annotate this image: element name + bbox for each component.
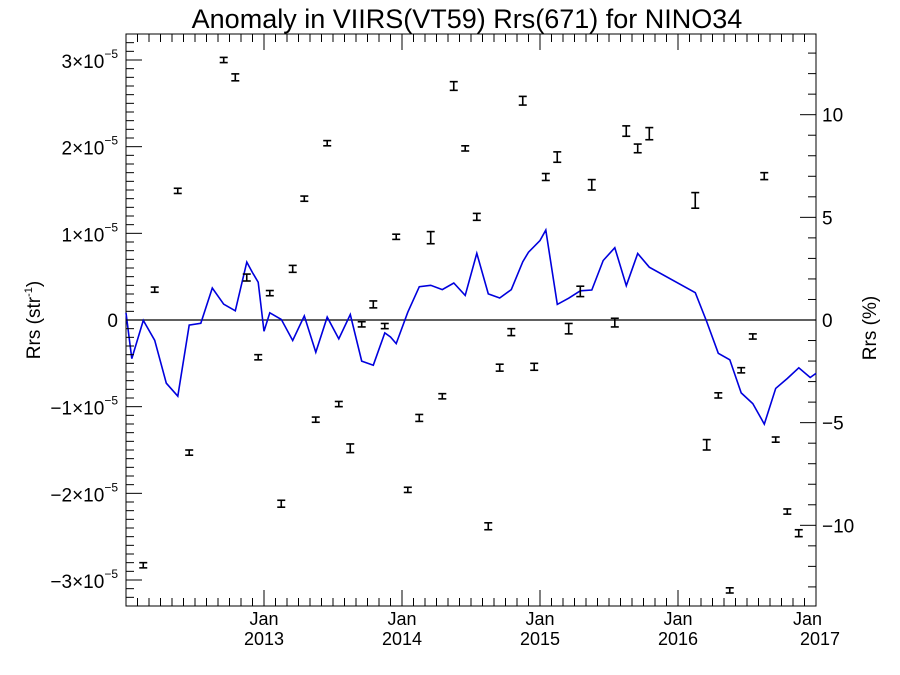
data-point: [691, 191, 700, 209]
data-point: [518, 95, 527, 106]
data-point: [553, 151, 562, 164]
y-left-tick-mantissa: 2×10: [62, 139, 105, 160]
x-tick-label-month: Jan: [387, 609, 416, 629]
data-point: [150, 286, 159, 294]
y-left-tick-exponent: −5: [104, 220, 118, 234]
data-point: [254, 353, 263, 361]
data-point: [771, 436, 780, 444]
x-tick-label-month: Jan: [793, 609, 822, 629]
data-point: [461, 145, 470, 152]
x-tick-label-year: 2013: [244, 629, 284, 649]
data-point: [645, 126, 654, 141]
data-point: [392, 233, 401, 241]
data-point: [288, 264, 297, 274]
y-axis-left-label-superscript: -1: [23, 287, 35, 297]
chart-title: Anomaly in VIIRS(VT59) Rrs(671) for NINO…: [192, 4, 743, 34]
y-left-tick-label: −2×10−5: [50, 480, 118, 506]
y-left-tick-mantissa: −1×10: [50, 399, 104, 420]
data-point: [438, 392, 447, 400]
y-axis-left-label-text: Rrs (str: [24, 296, 45, 359]
y-right-tick-label: 5: [822, 208, 833, 229]
x-tick-label-year: 2014: [382, 629, 422, 649]
data-point: [564, 322, 573, 335]
y-left-tick-exponent: −5: [104, 480, 118, 494]
data-point: [587, 178, 596, 191]
y-left-tick-label: −3×10−5: [50, 567, 118, 593]
data-point: [265, 289, 274, 297]
y-axis-right: 10 5 0 −5 −10: [800, 52, 854, 588]
data-point: [760, 171, 769, 181]
data-point: [300, 195, 309, 203]
y-left-tick-exponent: −5: [104, 47, 118, 61]
y-left-tick-label: 2×10−5: [62, 134, 119, 160]
blue-line-layer: [125, 227, 817, 427]
data-point: [576, 285, 585, 298]
data-point: [403, 486, 412, 494]
data-point: [369, 300, 378, 309]
y-axis-left-label-close: ): [24, 281, 45, 287]
data-point: [449, 80, 458, 92]
y-right-tick-label: −10: [822, 516, 854, 537]
data-point: [633, 143, 642, 154]
data-point: [242, 273, 251, 282]
y-right-tick-label: 0: [822, 311, 833, 332]
y-axis-right-label: Rrs (%): [860, 296, 881, 360]
y-left-tick-label: −1×10−5: [50, 394, 118, 420]
data-point: [323, 139, 332, 147]
data-point: [415, 413, 424, 423]
data-point: [357, 320, 366, 328]
data-point: [725, 586, 734, 594]
x-tick-label-year: 2017: [800, 629, 840, 649]
data-point: [231, 73, 240, 82]
y-right-tick-label: 10: [822, 106, 843, 127]
data-point: [541, 172, 550, 182]
data-point: [380, 322, 389, 330]
y-left-tick-label: 1×10−5: [62, 220, 119, 246]
x-tick-label-month: Jan: [525, 609, 554, 629]
data-point: [484, 521, 493, 531]
data-points-layer: [139, 56, 803, 594]
y-axis-left-label: Rrs (str-1): [23, 281, 45, 359]
data-point: [507, 327, 516, 337]
data-point: [334, 400, 343, 408]
data-point: [610, 317, 619, 328]
data-point: [702, 438, 711, 451]
x-tick-label-year: 2015: [520, 629, 560, 649]
y-left-tick-mantissa: 1×10: [62, 225, 105, 246]
data-point: [311, 416, 320, 424]
x-tick-label-month: Jan: [249, 609, 278, 629]
data-point: [530, 362, 539, 372]
data-point: [495, 363, 504, 372]
y-left-tick-mantissa: 3×10: [62, 52, 105, 73]
y-left-tick-mantissa: −2×10: [50, 485, 104, 506]
y-left-tick-label: 3×10−5: [62, 47, 119, 73]
data-point: [472, 212, 481, 222]
data-point: [346, 443, 355, 454]
data-point: [622, 125, 631, 138]
y-axis-left: 3×10−52×10−51×10−50−1×10−5−2×10−5−3×10−5: [50, 42, 142, 598]
blue-anomaly-line: [125, 227, 817, 427]
y-left-tick-mantissa: −3×10: [50, 572, 104, 593]
y-left-tick-exponent: −5: [104, 567, 118, 581]
data-point: [139, 561, 148, 569]
data-point: [783, 508, 792, 515]
data-point: [185, 449, 194, 457]
data-point: [219, 56, 228, 64]
x-tick-label-month: Jan: [663, 609, 692, 629]
data-point: [277, 499, 286, 509]
y-right-tick-label: −5: [822, 414, 844, 435]
data-point: [794, 528, 803, 538]
y-left-tick-exponent: −5: [104, 394, 118, 408]
data-point: [737, 366, 746, 374]
data-point: [748, 333, 757, 340]
data-point: [426, 230, 435, 245]
x-tick-label-year: 2016: [658, 629, 698, 649]
data-point: [173, 187, 182, 195]
y-left-tick-label: 0: [107, 311, 118, 332]
data-point: [714, 391, 723, 399]
y-left-tick-exponent: −5: [104, 134, 118, 148]
